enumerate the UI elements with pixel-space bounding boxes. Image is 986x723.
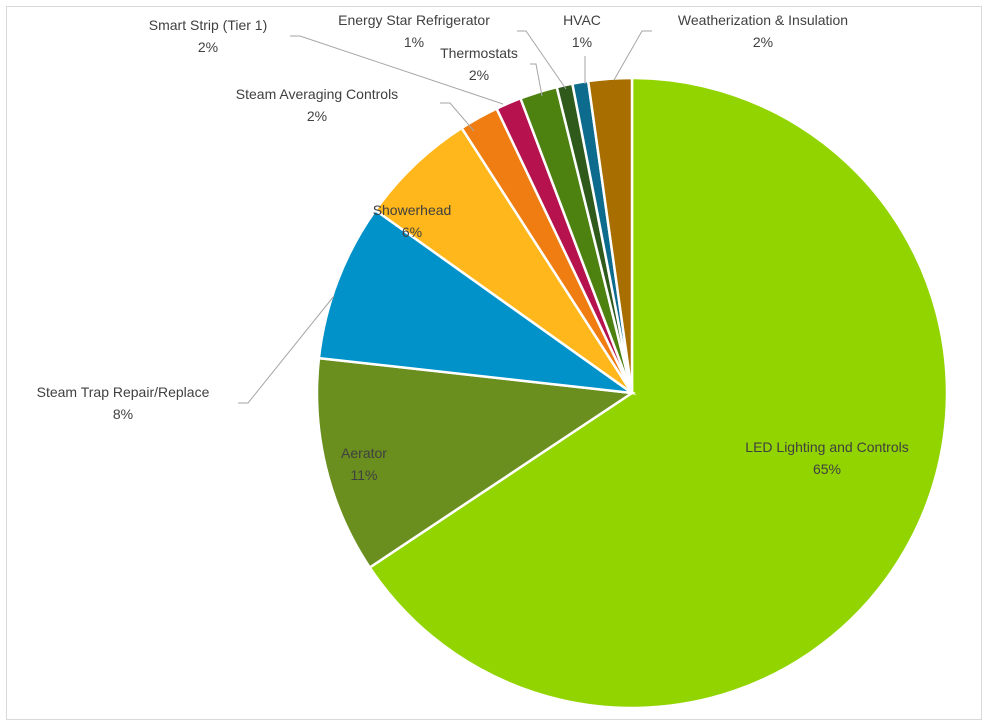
slice-percent: 2% <box>198 39 218 55</box>
slice-percent: 6% <box>402 224 422 240</box>
slice-percent: 11% <box>351 467 378 483</box>
leader-line-energy-star-refrigerator <box>517 30 567 90</box>
pie-slice-aerator <box>315 356 636 570</box>
leader-line-weatherization-insulation <box>613 30 652 81</box>
data-label-steam-averaging-controls: Steam Averaging Controls 2% <box>236 86 398 124</box>
data-label-thermostats: Thermostats 2% <box>440 45 518 83</box>
data-label-weatherization-insulation: Weatherization & Insulation 2% <box>678 12 848 50</box>
leader-line-steam-averaging-controls <box>440 102 475 132</box>
slice-label: Steam Averaging Controls <box>236 86 398 102</box>
leader-lines <box>238 30 652 404</box>
data-label-showerhead: Showerhead 6% <box>373 202 452 240</box>
data-label-smart-strip-tier-1: Smart Strip (Tier 1) 2% <box>149 17 268 55</box>
pie-slice-steam-trap-repair-replace <box>317 208 637 395</box>
leader-line-steam-trap-repair-replace <box>238 295 335 404</box>
slice-label: Energy Star Refrigerator <box>338 12 490 28</box>
slice-label: Showerhead <box>373 202 452 218</box>
slice-label: Weatherization & Insulation <box>678 12 848 28</box>
slice-percent: 2% <box>753 34 773 50</box>
slice-percent: 2% <box>307 108 327 124</box>
slice-label: Thermostats <box>440 45 518 61</box>
pie-slices <box>315 76 949 710</box>
slice-label: Steam Trap Repair/Replace <box>37 384 210 400</box>
slice-percent: 2% <box>469 67 489 83</box>
pie-slice-showerhead <box>373 126 634 395</box>
data-label-aerator: Aerator 11% <box>341 445 387 483</box>
slice-label: Smart Strip (Tier 1) <box>149 17 268 33</box>
pie-slice-led-lighting-and-controls <box>368 76 949 710</box>
data-label-steam-trap-repair-replace: Steam Trap Repair/Replace 8% <box>37 384 210 422</box>
leader-line-thermostats <box>530 63 543 97</box>
data-label-led-lighting-and-controls: LED Lighting and Controls 65% <box>745 439 908 477</box>
pie-slice-weatherization-insulation <box>586 76 634 394</box>
slice-percent: 1% <box>404 34 424 50</box>
leader-line-smart-strip-tier-1 <box>290 35 504 105</box>
slice-label: Aerator <box>341 445 387 461</box>
slice-label: HVAC <box>563 12 601 28</box>
slice-label: LED Lighting and Controls <box>745 439 908 455</box>
slice-percent: 8% <box>113 406 133 422</box>
slice-percent: 1% <box>572 34 592 50</box>
data-label-energy-star-refrigerator: Energy Star Refrigerator 1% <box>338 12 490 50</box>
data-labels: LED Lighting and Controls 65% Aerator 11% St… <box>37 12 909 483</box>
slice-percent: 65% <box>813 461 841 477</box>
data-label-hvac: HVAC 1% <box>563 12 601 50</box>
